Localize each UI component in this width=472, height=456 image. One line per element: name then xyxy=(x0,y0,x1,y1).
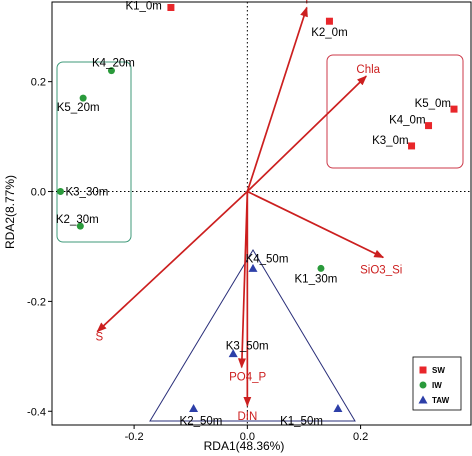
point-label-k5-20m: K5_20m xyxy=(57,102,100,114)
vector-sio3-si xyxy=(246,190,385,259)
taw-group-triangle xyxy=(149,249,356,422)
legend-label-sw: SW xyxy=(432,366,445,375)
legend-marker-iw xyxy=(419,381,427,389)
y-tick-label: 0.2 xyxy=(31,77,46,89)
vector-label-chla: Chla xyxy=(356,64,380,76)
vector-chla xyxy=(246,75,367,193)
legend-label-taw: TAW xyxy=(432,396,450,405)
iw-group-box xyxy=(56,61,132,243)
point-k2-30m xyxy=(76,222,84,230)
point-label-k1-50m: K1_50m xyxy=(280,416,323,428)
x-axis-title: RDA1(48.36%) xyxy=(204,439,285,453)
point-label-k2-0m: K2_0m xyxy=(311,27,347,39)
point-k3-30m xyxy=(56,188,64,196)
point-k4-50m xyxy=(248,263,258,272)
point-label-k2-50m: K2_50m xyxy=(180,416,223,428)
point-label-k4-50m: K4_50m xyxy=(246,253,289,265)
group-outlines xyxy=(56,54,464,422)
point-label-k1-0m: K1_0m xyxy=(125,0,161,12)
plot-border xyxy=(51,1,472,426)
point-k3-0m xyxy=(408,142,416,150)
y-tick-label: -0.2 xyxy=(27,296,46,308)
x-tick-label: -0.2 xyxy=(125,431,144,443)
plot-area-frame xyxy=(51,1,472,426)
point-label-k5-0m: K5_0m xyxy=(415,98,451,110)
point-k5-0m xyxy=(450,105,458,113)
y-tick-label: -0.4 xyxy=(27,406,46,418)
point-k3-50m xyxy=(228,349,238,358)
y-axis-title: RDA2(8.77%) xyxy=(3,175,17,249)
point-k1-30m xyxy=(317,264,325,272)
point-label-k4-0m: K4_0m xyxy=(389,115,425,127)
point-label-k3-0m: K3_0m xyxy=(372,135,408,147)
legend-label-iw: IW xyxy=(432,381,442,390)
vector-po4-p xyxy=(237,191,249,369)
vector-label-s: S xyxy=(95,332,103,344)
vector-label-din: DIN xyxy=(237,411,257,423)
point-label-k2-30m: K2_30m xyxy=(56,214,99,226)
point-k4-0m xyxy=(425,122,433,130)
vector-label-t: T xyxy=(303,0,310,6)
point-label-k1-30m: K1_30m xyxy=(295,273,338,285)
vector-t xyxy=(246,6,308,192)
axes: -0.2 0.0 0.2 -0.4 -0.2 0.0 0.2 xyxy=(27,77,368,443)
point-k1-50m xyxy=(333,404,343,413)
y-tick-label: 0.0 xyxy=(31,187,46,199)
vector-s xyxy=(96,190,248,333)
x-tick-label: 0.0 xyxy=(240,431,255,443)
point-k2-0m xyxy=(325,17,333,25)
point-k4-20m xyxy=(107,67,115,75)
sample-points: K1_0m K2_0m K5_0m K4_0m K3_0m K4_20m K5_20m K3_… xyxy=(56,0,458,428)
legend-marker-taw xyxy=(418,395,428,404)
point-label-k3-30m: K3_30m xyxy=(65,187,108,199)
point-label-k3-50m: K3_50m xyxy=(226,341,269,353)
point-k2-50m xyxy=(189,404,199,413)
x-tick-label: 0.2 xyxy=(353,431,368,443)
legend: SW IW TAW xyxy=(412,356,462,411)
point-k5-20m xyxy=(79,94,87,102)
vector-label-sio3-si: SiO3_Si xyxy=(360,264,402,276)
point-label-k4-20m: K4_20m xyxy=(92,58,135,70)
point-k1-0m xyxy=(167,3,175,11)
legend-marker-sw xyxy=(419,366,427,374)
sw-group-box xyxy=(326,54,464,169)
